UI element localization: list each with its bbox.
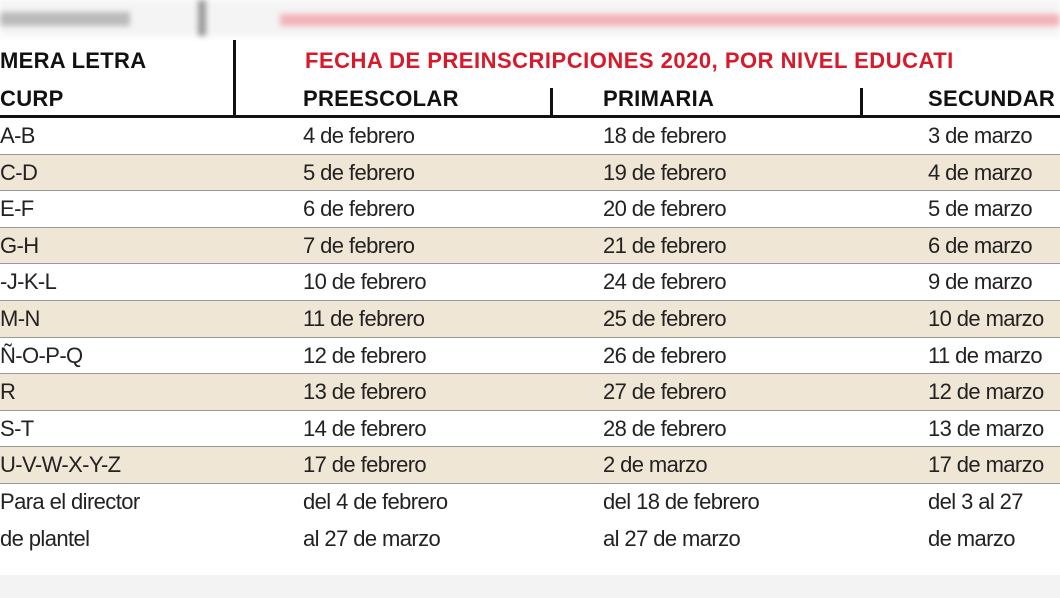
table-cell: 3 de marzo — [928, 123, 1033, 148]
table-cell: 10 de febrero — [303, 269, 427, 295]
table-cell: de plantel — [0, 525, 90, 551]
table-cell: 2 de marzo — [603, 452, 708, 478]
table-cell: 11 de febrero — [303, 306, 425, 331]
table-cell: 5 de febrero — [303, 159, 415, 185]
table-cell: 12 de febrero — [303, 342, 427, 368]
table-cell: 21 de febrero — [603, 232, 727, 258]
table-cell: 10 de marzo — [928, 306, 1044, 331]
table-cell: G-H — [0, 232, 39, 258]
table-cell: 20 de febrero — [603, 196, 727, 222]
row-rule — [0, 153, 1060, 155]
row-rule — [0, 226, 1060, 228]
blurred-text — [0, 12, 130, 26]
table-cell: del 4 de febrero — [303, 489, 448, 514]
table-cell: 14 de febrero — [303, 415, 427, 441]
row-shade — [0, 154, 1060, 192]
table-cell: de marzo — [928, 525, 1016, 551]
column-header: PREESCOLAR — [303, 86, 459, 111]
table-cell: 4 de febrero — [303, 123, 415, 148]
table-cell: R — [0, 379, 16, 405]
row-rule — [0, 483, 1060, 484]
table-cell: Para el director — [0, 489, 140, 514]
column-header: PRIMARIA — [603, 86, 715, 111]
row-rule — [0, 300, 1060, 301]
table-cell: M-N — [0, 306, 40, 331]
table-cell: C-D — [0, 159, 38, 185]
first-column-header: CURP — [0, 86, 64, 111]
blurred-strip — [0, 0, 1060, 36]
table-cell: E-F — [0, 196, 34, 222]
table-cell: del 18 de febrero — [603, 489, 760, 514]
row-rule — [0, 373, 1060, 375]
row-rule — [0, 336, 1060, 338]
table-cell: 4 de marzo — [928, 159, 1033, 185]
table-cell: 5 de marzo — [928, 196, 1033, 222]
table-cell: del 3 al 27 — [928, 489, 1024, 514]
row-rule — [0, 190, 1060, 192]
table-cell: 19 de febrero — [603, 159, 727, 185]
header-divider — [233, 40, 236, 117]
header-rule — [0, 115, 1060, 118]
table-title: FECHA DE PREINSCRIPCIONES 2020, POR NIVE… — [305, 48, 954, 73]
row-shade — [0, 374, 1060, 411]
table-cell: 9 de marzo — [928, 269, 1033, 295]
row-shade — [0, 301, 1060, 338]
blurred-divider — [198, 0, 206, 36]
blurred-text — [280, 14, 1060, 26]
table-cell: 6 de marzo — [928, 232, 1033, 258]
first-column-header: MERA LETRA — [0, 48, 147, 73]
table-cell: al 27 de marzo — [603, 525, 741, 551]
table-cell: 24 de febrero — [603, 269, 727, 295]
table-cell: 12 de marzo — [928, 379, 1044, 405]
row-rule — [0, 446, 1060, 448]
table-cell: 17 de marzo — [928, 452, 1044, 478]
table-cell: al 27 de marzo — [303, 525, 441, 551]
bottom-strip — [0, 575, 1060, 598]
table-cell: 18 de febrero — [603, 123, 727, 148]
table-cell: Ñ-O-P-Q — [0, 342, 83, 368]
table-cell: U-V-W-X-Y-Z — [0, 452, 121, 478]
table-cell: S-T — [0, 415, 34, 441]
table-cell: A-B — [0, 123, 35, 148]
table-cell: 13 de marzo — [928, 415, 1044, 441]
table-cell: 13 de febrero — [303, 379, 427, 405]
row-rule — [0, 263, 1060, 265]
table-cell: 26 de febrero — [603, 342, 727, 368]
table-cell: 28 de febrero — [603, 415, 727, 441]
row-rule — [0, 409, 1060, 411]
table-cell: 11 de marzo — [928, 342, 1043, 368]
row-shade — [0, 227, 1060, 265]
table-cell: 17 de febrero — [303, 452, 427, 478]
table-cell: -J-K-L — [0, 269, 57, 295]
table-cell: 7 de febrero — [303, 232, 415, 258]
table-cell: 27 de febrero — [603, 379, 727, 405]
table-cell: 25 de febrero — [603, 306, 727, 331]
header-divider — [550, 88, 553, 117]
column-header: SECUNDAR — [928, 86, 1056, 111]
row-shade — [0, 447, 1060, 484]
header-divider — [860, 88, 863, 117]
table-cell: 6 de febrero — [303, 196, 415, 222]
